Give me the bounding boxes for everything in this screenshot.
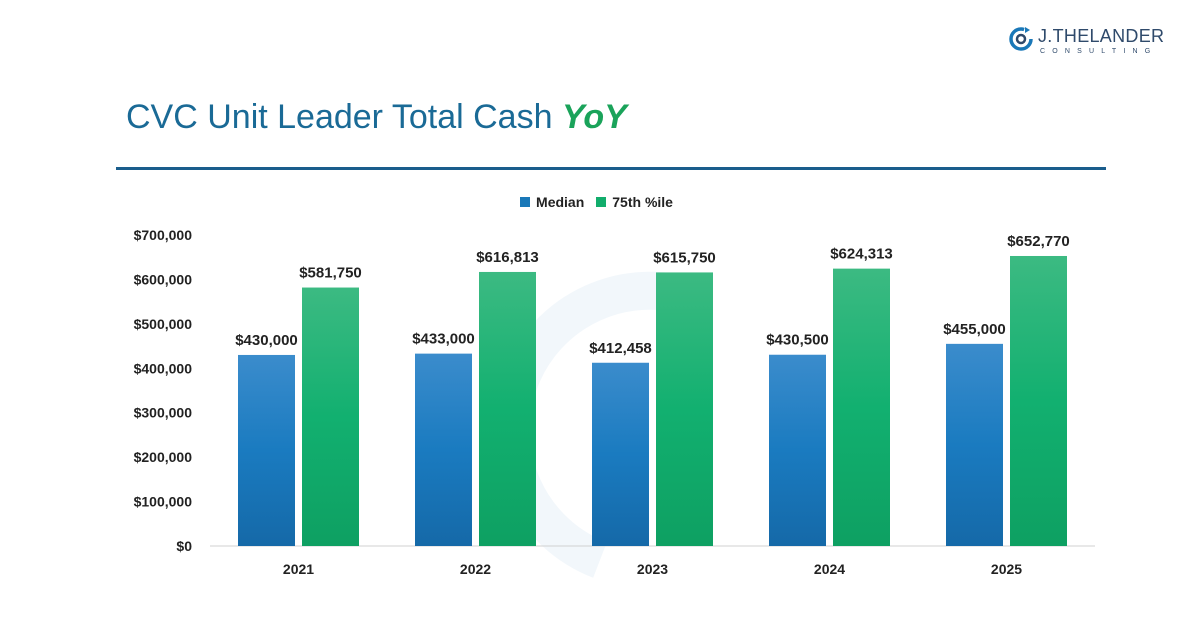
legend-label-75th: 75th %ile (612, 194, 673, 210)
legend-item-75th: 75th %ile (596, 194, 673, 210)
data-label-75th-2022: $616,813 (476, 249, 539, 266)
y-tick-label: $100,000 (134, 494, 193, 510)
y-tick-label: $500,000 (134, 316, 193, 332)
data-label-75th-2021: $581,750 (299, 265, 362, 282)
y-tick-label: $0 (176, 538, 192, 554)
title-main: CVC Unit Leader Total Cash (126, 98, 553, 136)
bar-75th-2021 (302, 287, 359, 546)
y-tick-label: $700,000 (134, 227, 193, 243)
data-label-75th-2023: $615,750 (653, 249, 716, 266)
data-label-median-2022: $433,000 (412, 331, 475, 348)
legend-swatch-median (520, 197, 531, 207)
data-label-median-2025: $455,000 (943, 321, 1006, 338)
logo-subtitle: CONSULTING (1040, 48, 1158, 55)
chart-legend: Median 75th %ile (0, 194, 1193, 210)
x-tick-label: 2021 (283, 561, 314, 577)
bar-75th-2023 (656, 272, 713, 546)
x-tick-label: 2023 (637, 561, 668, 577)
title-accent: YoY (561, 98, 627, 136)
x-tick-label: 2022 (460, 561, 491, 577)
bar-median-2022 (415, 353, 472, 546)
data-label-75th-2024: $624,313 (830, 246, 893, 263)
y-tick-label: $400,000 (134, 360, 193, 376)
y-tick-label: $600,000 (134, 271, 193, 287)
data-label-median-2021: $430,000 (235, 332, 298, 349)
bar-75th-2025 (1010, 255, 1067, 546)
title-divider (116, 167, 1106, 170)
page-title: CVC Unit Leader Total Cash YoY (126, 98, 627, 137)
data-label-75th-2025: $652,770 (1007, 233, 1070, 250)
data-label-median-2023: $412,458 (589, 340, 652, 357)
bar-75th-2024 (833, 268, 890, 546)
company-logo: J.THELANDER CONSULTING (1008, 22, 1168, 56)
logo-name: J.THELANDER (1038, 26, 1165, 46)
bar-75th-2022 (479, 271, 536, 546)
legend-item-median: Median (520, 194, 584, 210)
bar-median-2024 (769, 354, 826, 546)
legend-label-median: Median (536, 194, 585, 210)
x-tick-label: 2025 (991, 561, 1022, 577)
bar-median-2025 (946, 343, 1003, 546)
y-tick-label: $300,000 (134, 405, 193, 421)
bar-median-2023 (592, 362, 649, 546)
data-label-median-2024: $430,500 (766, 332, 829, 349)
bar-median-2021 (238, 354, 295, 546)
x-tick-label: 2024 (814, 561, 845, 577)
y-tick-label: $200,000 (134, 449, 193, 465)
legend-swatch-75th (596, 197, 607, 207)
spiral-logo-icon (1009, 27, 1033, 51)
